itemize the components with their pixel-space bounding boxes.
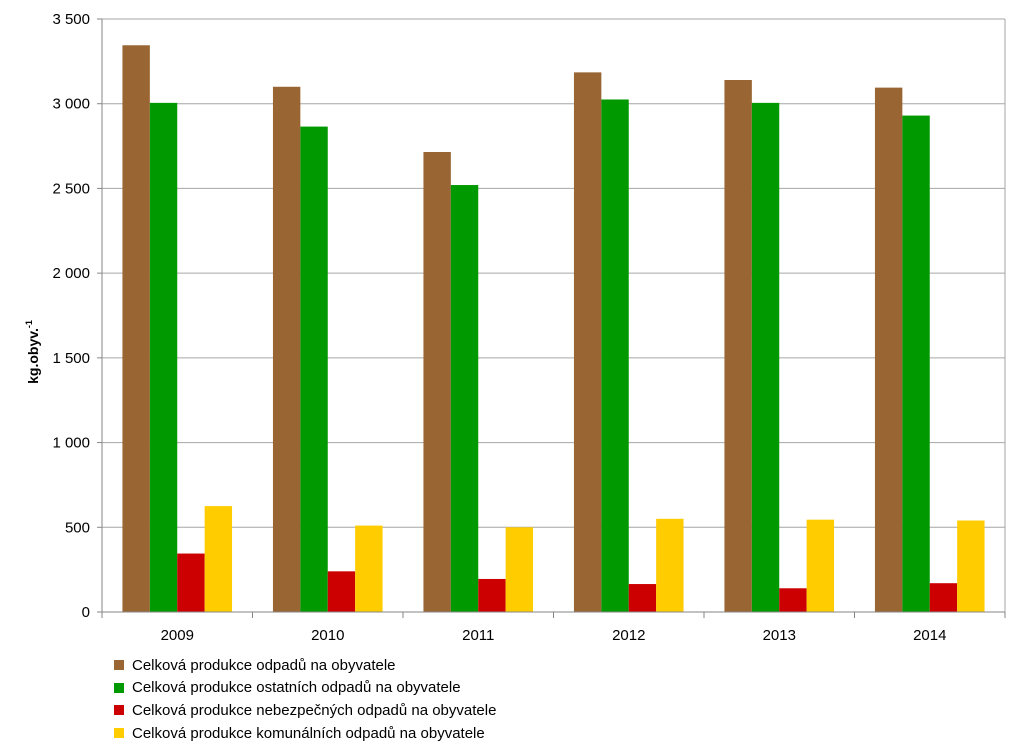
bar (149, 102, 178, 613)
y-tick-label: 1 000 (52, 435, 90, 452)
bar (806, 519, 835, 612)
x-tick-label: 2010 (311, 627, 344, 644)
bar (929, 583, 958, 612)
bar (272, 86, 301, 613)
legend-label: Celková produkce komunálních odpadů na o… (132, 724, 485, 742)
bar (874, 87, 903, 612)
bar (505, 527, 534, 612)
legend: Celková produkce odpadů na obyvatele Celk… (114, 654, 496, 744)
bars (122, 45, 985, 613)
x-tick-label: 2014 (913, 627, 946, 644)
legend-item: Celková produkce odpadů na obyvatele (114, 654, 496, 677)
legend-swatch (114, 728, 124, 739)
legend-label: Celková produkce odpadů na obyvatele (132, 656, 396, 674)
legend-item: Celková produkce ostatních odpadů na oby… (114, 677, 496, 700)
y-tick-label: 2 000 (52, 265, 90, 282)
y-tick-labels: 0 500 1 000 1 500 2 000 2 500 3 000 3 500 (52, 11, 90, 621)
y-tick-label: 2 500 (52, 180, 90, 197)
bar (177, 553, 205, 612)
x-tick-label: 2013 (763, 627, 796, 644)
bar (573, 72, 602, 613)
bar (601, 99, 629, 612)
bar (327, 571, 356, 612)
bar (423, 152, 451, 612)
bar (355, 525, 383, 612)
axes (97, 18, 1006, 618)
bar (478, 578, 506, 612)
x-tick-label: 2012 (612, 627, 645, 644)
bar (656, 518, 684, 612)
legend-swatch (114, 705, 124, 716)
y-tick-label: 0 (82, 604, 90, 621)
x-tick-labels: 2009 2010 2011 2012 2013 2014 (161, 627, 947, 644)
legend-label: Celková produkce ostatních odpadů na oby… (132, 679, 461, 697)
bar (779, 588, 807, 612)
legend-item: Celková produkce nebezpečných odpadů na … (114, 699, 496, 722)
legend-label: Celková produkce nebezpečných odpadů na … (132, 701, 497, 719)
bar (450, 185, 479, 613)
legend-item: Celková produkce komunálních odpadů na o… (114, 722, 496, 745)
bar (300, 126, 328, 612)
bar (204, 506, 233, 612)
bar (122, 45, 150, 613)
gridlines (102, 18, 1006, 612)
bar (902, 115, 930, 613)
bar (628, 584, 657, 612)
x-tick-label: 2009 (161, 627, 194, 644)
y-tick-label: 3 000 (52, 96, 90, 113)
y-tick-label: 1 500 (52, 350, 90, 367)
y-tick-label: 500 (65, 519, 90, 536)
x-tick-label: 2011 (462, 627, 494, 644)
bar (957, 520, 985, 612)
legend-swatch (114, 660, 124, 671)
legend-swatch (114, 682, 124, 693)
bar (724, 79, 752, 613)
y-tick-label: 3 500 (52, 11, 90, 28)
y-axis-label: kg.obyv.-1 (24, 320, 41, 384)
bar (751, 102, 780, 613)
